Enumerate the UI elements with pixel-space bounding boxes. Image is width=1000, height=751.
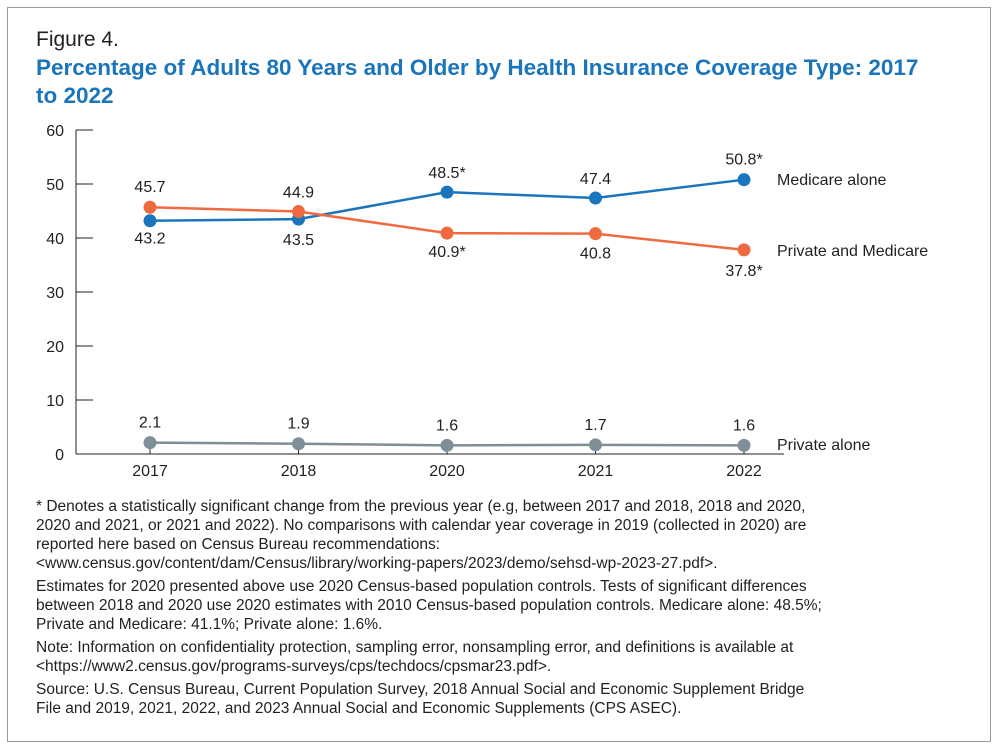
series-label: Medicare alone: [777, 172, 887, 189]
data-label: 43.2: [134, 231, 165, 248]
data-label: 50.8*: [725, 152, 762, 169]
data-point: [143, 436, 157, 450]
note-line: <https://www2.census.gov/programs-survey…: [36, 658, 552, 675]
x-tick-label: 2020: [429, 463, 465, 480]
note-line: * Denotes a statistically significant ch…: [36, 498, 806, 515]
data-point: [737, 243, 751, 257]
data-point: [589, 438, 602, 452]
line-chart: 0 10 20 30 40 50 60 2017 2018 2020 2021 2022 43.2 43.…: [46, 123, 928, 480]
note-line: Source: U.S. Census Bureau, Current Popu…: [36, 681, 805, 698]
data-point: [440, 185, 454, 199]
figure-frame: [7, 7, 991, 742]
data-point: [589, 227, 602, 241]
y-tick-label: 30: [46, 285, 64, 302]
data-label: 1.7: [584, 417, 606, 434]
data-label: 44.9: [283, 185, 314, 202]
data-label: 40.9*: [428, 244, 465, 261]
data-point: [589, 191, 602, 205]
data-label: 2.1: [139, 415, 161, 432]
note-line: reported here based on Census Bureau rec…: [36, 536, 441, 553]
data-label: 1.6: [733, 417, 755, 434]
data-point: [143, 200, 157, 214]
data-label: 48.5*: [428, 165, 465, 182]
data-label: 1.9: [287, 416, 309, 433]
y-tick-label: 10: [46, 393, 64, 410]
data-point: [292, 437, 305, 451]
series-label: Private and Medicare: [777, 243, 928, 260]
estimates-note: Estimates for 2020 presented above use 2…: [36, 577, 966, 634]
chart-title: Percentage of Adults 80 Years and Older …: [36, 55, 919, 108]
source-note: Source: U.S. Census Bureau, Current Popu…: [36, 680, 966, 718]
note-line: 2020 and 2021, or 2021 and 2022). No com…: [36, 517, 807, 534]
note-line: between 2018 and 2020 use 2020 estimates…: [36, 597, 822, 614]
data-point: [737, 173, 751, 187]
data-label: 37.8*: [725, 263, 762, 280]
x-tick-label: 2018: [281, 463, 317, 480]
data-point: [440, 438, 454, 452]
note-line: <www.census.gov/content/dam/Census/libra…: [36, 555, 718, 572]
data-point: [143, 214, 157, 228]
confidentiality-note: Note: Information on confidentiality pro…: [36, 638, 966, 676]
series-label: Private alone: [777, 437, 870, 454]
y-tick-label: 0: [55, 447, 64, 464]
data-point: [440, 226, 454, 240]
data-label: 1.6: [436, 417, 458, 434]
significance-note: * Denotes a statistically significant ch…: [36, 497, 966, 573]
note-line: File and 2019, 2021, 2022, and 2023 Annu…: [36, 700, 682, 717]
note-line: Private and Medicare: 41.1%; Private alo…: [36, 616, 383, 633]
figure-label: Figure 4.: [36, 28, 119, 51]
y-tick-label: 20: [46, 339, 64, 356]
x-tick-label: 2021: [578, 463, 614, 480]
x-tick-label: 2017: [132, 463, 168, 480]
data-label: 43.5: [283, 232, 314, 249]
data-label: 40.8: [580, 246, 611, 263]
note-line: Estimates for 2020 presented above use 2…: [36, 578, 807, 595]
y-tick-label: 40: [46, 231, 64, 248]
x-tick-label: 2022: [726, 463, 762, 480]
note-line: Note: Information on confidentiality pro…: [36, 639, 794, 656]
data-point: [737, 438, 751, 452]
data-label: 45.7: [134, 179, 165, 196]
data-label: 47.4: [580, 171, 611, 188]
y-tick-label: 50: [46, 177, 64, 194]
data-point: [292, 205, 305, 219]
y-tick-label: 60: [46, 123, 64, 140]
chart-notes: * Denotes a statistically significant ch…: [36, 497, 966, 722]
